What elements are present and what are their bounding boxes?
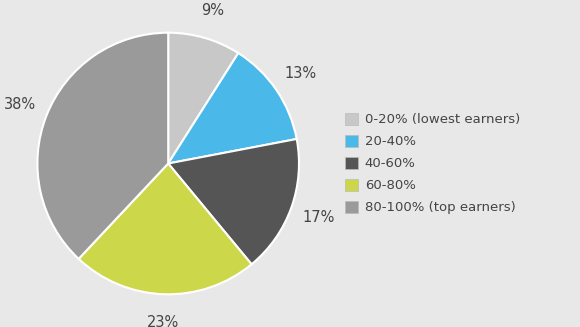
Text: 38%: 38% (3, 97, 36, 112)
Wedge shape (168, 33, 238, 164)
Text: 9%: 9% (201, 3, 224, 18)
Text: 23%: 23% (147, 316, 179, 327)
Legend: 0-20% (lowest earners), 20-40%, 40-60%, 60-80%, 80-100% (top earners): 0-20% (lowest earners), 20-40%, 40-60%, … (345, 113, 520, 214)
Wedge shape (79, 164, 252, 294)
Wedge shape (37, 33, 168, 259)
Text: 13%: 13% (284, 66, 316, 81)
Text: 17%: 17% (302, 210, 335, 225)
Wedge shape (168, 139, 299, 264)
Wedge shape (168, 53, 297, 164)
